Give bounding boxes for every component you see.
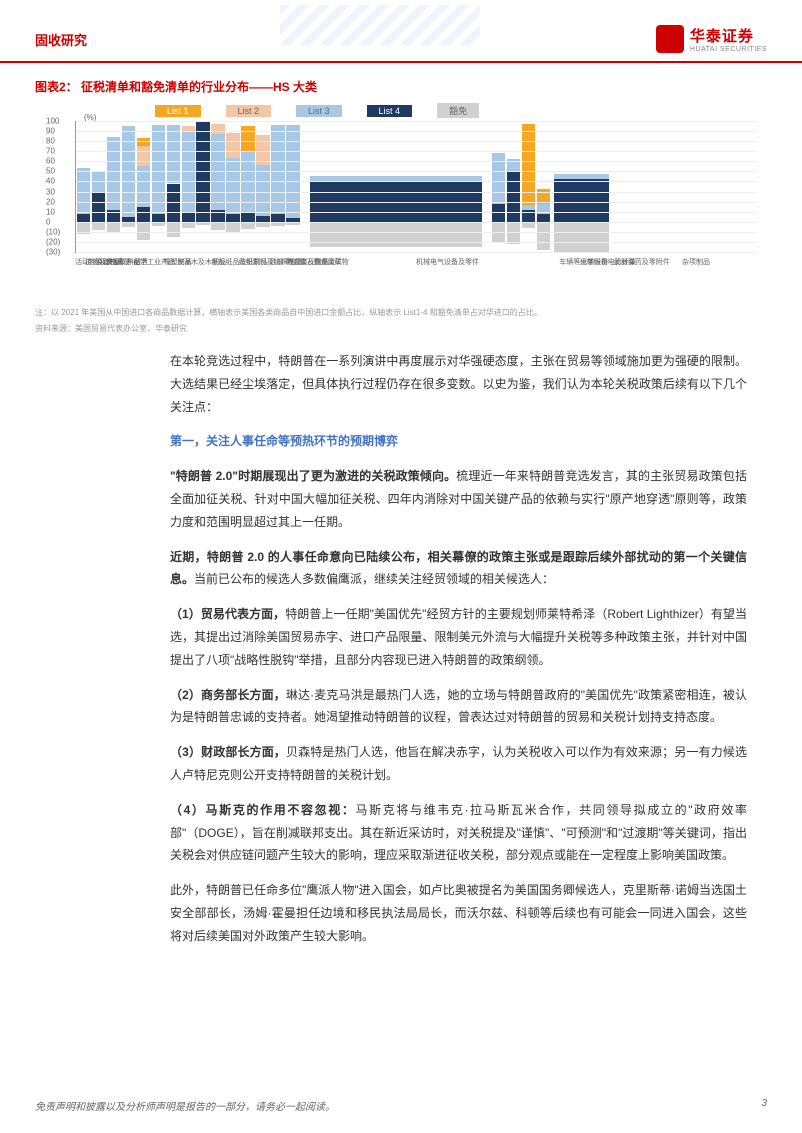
legend-item: List 3 xyxy=(296,103,342,118)
x-label: 武器弹药及零附件 xyxy=(614,257,670,267)
chart-note-2: 资料来源：美国贸易代表办公室，华泰研究 xyxy=(35,323,767,335)
logo-icon xyxy=(656,25,684,53)
brand-logo: 华泰证券 HUATAI SECURITIES xyxy=(656,25,767,53)
legend-item: List 1 xyxy=(155,103,201,118)
disclaimer: 免责声明和披露以及分析师声明是报告的一部分，请务必一起阅读。 xyxy=(35,1098,335,1113)
brand-cn: 华泰证券 xyxy=(690,25,767,46)
chart-title: 图表2： 征税清单和豁免清单的行业分布——HS 大类 xyxy=(35,78,767,95)
section-name: 固收研究 xyxy=(35,30,87,49)
para-5: （2）商务部长方面，琳达·麦克马洪是最热门人选，她的立场与特朗普政府的"美国优先… xyxy=(170,684,747,730)
chart-plot: (%) 1009080706050403020100(10)(20)(30) xyxy=(75,121,757,253)
header-decoration xyxy=(280,5,480,45)
body-content: 在本轮竞选过程中，特朗普在一系列演讲中再度展示对华强硬态度，主张在贸易等领域施加… xyxy=(0,340,802,980)
para-1: 在本轮竞选过程中，特朗普在一系列演讲中再度展示对华强硬态度，主张在贸易等领域施加… xyxy=(170,350,747,418)
para-4: （1）贸易代表方面，特朗普上一任期"美国优先"经贸方针的主要规划师莱特希泽（Ro… xyxy=(170,603,747,671)
para-7: （4）马斯克的作用不容忽视：马斯克将与维韦克·拉马斯瓦米合作，共同领导拟成立的"… xyxy=(170,799,747,867)
x-label: 皮革 xyxy=(177,257,191,267)
x-label: 贱金属矿物 xyxy=(314,257,349,267)
chart-section: 图表2： 征税清单和豁免清单的行业分布——HS 大类 List 1List 2L… xyxy=(0,63,802,340)
legend-item: 豁免 xyxy=(437,103,479,118)
chart-xlabels: 活动物及动物产品植物及产品油脂制品食品饮料烟酒矿产品化学工业产品橡塑制品皮革木及… xyxy=(75,255,757,303)
x-label: 杂项制品 xyxy=(682,257,710,267)
heading-1: 第一，关注人事任命等预热环节的预期博弈 xyxy=(170,430,747,453)
para-3: 近期，特朗普 2.0 的人事任命意向已陆续公布，相关幕僚的政策主张或是跟踪后续外… xyxy=(170,546,747,592)
para-2: "特朗普 2.0"时期展现出了更为激进的关税政策倾向。梳理近一年来特朗普竞选发言… xyxy=(170,465,747,533)
chart-area: List 1 List 2 List 3 List 4 豁免 (%) 100908070… xyxy=(35,103,767,303)
chart-legend: List 1 List 2 List 3 List 4 豁免 xyxy=(155,103,479,118)
legend-item: List 2 xyxy=(226,103,272,118)
legend-item: List 4 xyxy=(367,103,413,118)
chart-note-1: 注：以 2021 年美国从中国进口各商品数据计算，横轴表示美国各类商品自中国进口… xyxy=(35,307,767,319)
para-6: （3）财政部长方面，贝森特是热门人选，他旨在解决赤字，认为关税收入可以作为有效来… xyxy=(170,741,747,787)
page-number: 3 xyxy=(761,1098,767,1113)
brand-en: HUATAI SECURITIES xyxy=(690,46,767,53)
x-label: 机械电气设备及零件 xyxy=(416,257,479,267)
para-8: 此外，特朗普已任命多位"鹰派人物"进入国会，如卢比奥被提名为美国国务卿候选人，克… xyxy=(170,879,747,947)
page-footer: 免责声明和披露以及分析师声明是报告的一部分，请务必一起阅读。 3 xyxy=(35,1098,767,1113)
